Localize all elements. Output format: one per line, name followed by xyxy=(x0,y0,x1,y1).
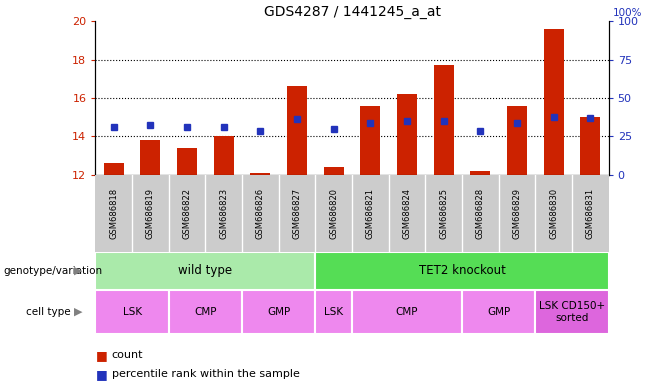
Bar xyxy=(104,163,124,175)
Text: GSM686831: GSM686831 xyxy=(586,187,595,239)
Bar xyxy=(544,29,564,175)
Bar xyxy=(352,290,462,334)
Bar xyxy=(168,290,242,334)
Bar xyxy=(140,140,161,175)
Text: GMP: GMP xyxy=(487,307,511,317)
Text: count: count xyxy=(112,350,143,360)
Bar xyxy=(361,106,380,175)
Bar xyxy=(287,86,307,175)
Text: wild type: wild type xyxy=(178,264,232,277)
Bar xyxy=(434,65,454,175)
Text: CMP: CMP xyxy=(395,307,418,317)
Bar xyxy=(462,290,536,334)
Text: GSM686824: GSM686824 xyxy=(403,188,411,238)
Bar xyxy=(95,252,315,290)
Bar xyxy=(242,290,315,334)
Title: GDS4287 / 1441245_a_at: GDS4287 / 1441245_a_at xyxy=(264,5,440,19)
Text: GSM686828: GSM686828 xyxy=(476,187,485,239)
Text: GSM686826: GSM686826 xyxy=(256,187,265,239)
Bar xyxy=(324,167,343,175)
Text: 100%: 100% xyxy=(613,8,642,18)
Text: GSM686823: GSM686823 xyxy=(219,187,228,239)
Text: LSK CD150+
sorted: LSK CD150+ sorted xyxy=(539,301,605,323)
Bar xyxy=(470,171,490,175)
Bar xyxy=(177,148,197,175)
Text: LSK: LSK xyxy=(324,307,343,317)
Bar xyxy=(214,136,234,175)
Text: GSM686830: GSM686830 xyxy=(549,187,558,239)
Bar xyxy=(536,290,609,334)
Text: genotype/variation: genotype/variation xyxy=(3,266,103,276)
Text: GSM686827: GSM686827 xyxy=(293,187,301,239)
Text: GSM686820: GSM686820 xyxy=(329,188,338,238)
Text: GSM686829: GSM686829 xyxy=(513,188,522,238)
Text: ■: ■ xyxy=(95,368,107,381)
Bar xyxy=(315,252,609,290)
Text: LSK: LSK xyxy=(122,307,141,317)
Bar xyxy=(250,173,270,175)
Bar xyxy=(507,106,527,175)
Text: CMP: CMP xyxy=(194,307,216,317)
Bar xyxy=(95,290,168,334)
Bar xyxy=(315,290,352,334)
Bar xyxy=(397,94,417,175)
Text: GSM686825: GSM686825 xyxy=(439,188,448,238)
Text: GMP: GMP xyxy=(267,307,290,317)
Text: ■: ■ xyxy=(95,349,107,362)
Text: ▶: ▶ xyxy=(74,266,82,276)
Bar xyxy=(580,117,600,175)
Text: TET2 knockout: TET2 knockout xyxy=(418,264,505,277)
Text: GSM686819: GSM686819 xyxy=(146,188,155,238)
Text: GSM686822: GSM686822 xyxy=(182,188,191,238)
Text: percentile rank within the sample: percentile rank within the sample xyxy=(112,369,300,379)
Text: GSM686818: GSM686818 xyxy=(109,187,118,239)
Text: ▶: ▶ xyxy=(74,307,82,317)
Text: cell type: cell type xyxy=(26,307,71,317)
Text: GSM686821: GSM686821 xyxy=(366,188,375,238)
